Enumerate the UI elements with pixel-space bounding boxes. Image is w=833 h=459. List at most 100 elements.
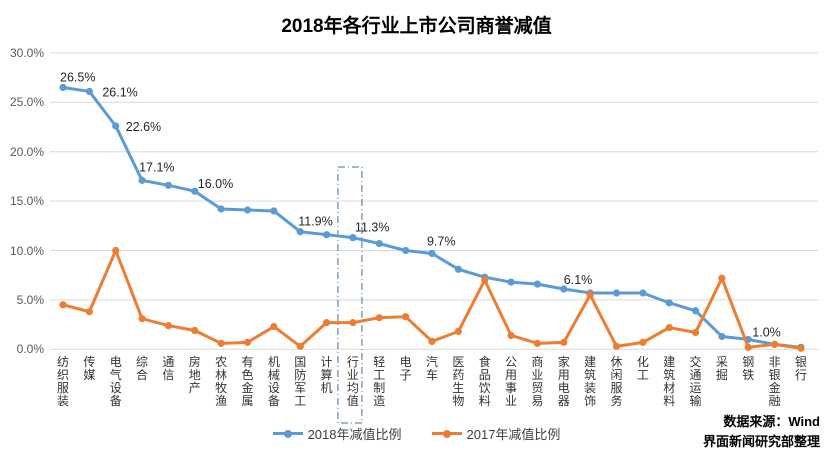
- data-point-marker: [217, 205, 225, 213]
- x-axis-category-label: 电 子: [399, 355, 412, 382]
- x-axis-category-label: 建 筑 材 料: [663, 355, 676, 408]
- data-point-marker: [270, 207, 278, 215]
- legend: 2018年减值比例 2017年减值比例: [0, 424, 833, 443]
- x-axis-category-label: 交 通 运 输: [689, 355, 702, 408]
- data-point-marker: [322, 231, 331, 239]
- data-point-marker: [744, 343, 752, 351]
- data-point-label: 26.5%: [60, 70, 95, 84]
- x-axis-category-label: 食 品 饮 料: [478, 355, 491, 408]
- x-axis-category-label: 非 银 金 融: [768, 355, 781, 408]
- data-point-marker: [217, 339, 225, 347]
- data-point-marker: [375, 314, 383, 322]
- data-point-marker: [243, 206, 252, 214]
- data-point-marker: [586, 291, 594, 299]
- legend-item-2018: 2018年减值比例: [272, 424, 402, 443]
- data-point-marker: [270, 322, 278, 331]
- y-axis-tick-label: 0.0%: [16, 342, 44, 357]
- data-point-marker: [507, 331, 515, 340]
- data-point-marker: [507, 278, 515, 286]
- x-axis-category-label: 行 业 均 值: [346, 355, 359, 408]
- data-point-marker: [560, 338, 568, 346]
- data-point-marker: [243, 338, 252, 346]
- x-axis-category-label: 公 用 事 业: [505, 355, 518, 408]
- data-point-marker: [296, 228, 304, 236]
- x-axis-category-label: 建 筑 装 饰: [584, 355, 597, 408]
- data-point-marker: [454, 265, 462, 273]
- data-point-marker: [349, 234, 357, 242]
- x-axis-category-label: 休 闲 服 务: [610, 355, 623, 408]
- data-point-marker: [533, 280, 542, 288]
- data-point-marker: [402, 246, 410, 255]
- x-axis-category-label: 国 防 军 工: [294, 355, 307, 408]
- data-point-marker: [639, 289, 647, 297]
- data-point-marker: [296, 342, 304, 350]
- data-point-marker: [428, 337, 436, 345]
- x-axis-category-label: 农 林 牧 渔: [215, 355, 228, 408]
- x-axis-category-label: 汽 车: [425, 355, 438, 382]
- data-point-marker: [59, 83, 67, 92]
- data-point-marker: [191, 187, 199, 195]
- data-point-marker: [665, 299, 673, 307]
- data-point-label: 22.6%: [126, 120, 161, 134]
- attribution-line: 界面新闻研究部整理: [702, 434, 820, 449]
- data-point-marker: [718, 332, 726, 341]
- y-axis-tick-label: 10.0%: [9, 243, 44, 258]
- data-point-marker: [191, 326, 199, 335]
- data-point-marker: [612, 342, 621, 350]
- legend-line-marker-icon: [272, 427, 303, 440]
- data-point-marker: [691, 307, 700, 315]
- x-axis-category-label: 机 械 设 备: [267, 355, 280, 408]
- data-point-marker: [797, 344, 805, 352]
- legend-item-2017: 2017年减值比例: [431, 424, 561, 443]
- data-point-marker: [112, 246, 120, 255]
- legend-label-2018: 2018年减值比例: [307, 427, 402, 442]
- data-point-marker: [454, 327, 462, 336]
- chart-title: 2018年各行业上市公司商誉减值: [281, 16, 552, 37]
- x-axis-category-label: 银 行: [794, 355, 807, 382]
- data-point-marker: [85, 308, 93, 316]
- x-axis-category-label: 商 业 贸 易: [531, 355, 544, 408]
- data-point-label: 26.1%: [102, 85, 137, 99]
- x-axis-category-label: 通 信: [162, 355, 175, 382]
- data-point-marker: [402, 313, 410, 321]
- data-point-marker: [349, 319, 357, 327]
- data-point-marker: [164, 321, 173, 330]
- data-point-marker: [322, 319, 331, 327]
- data-point-marker: [112, 122, 120, 130]
- data-point-marker: [481, 276, 489, 284]
- x-axis-category-label: 采 掘: [715, 355, 728, 382]
- data-point-marker: [718, 274, 726, 282]
- y-axis-tick-label: 20.0%: [9, 144, 44, 159]
- x-axis-category-label: 传 媒: [83, 355, 96, 382]
- data-point-label: 17.1%: [139, 160, 174, 174]
- data-point-label: 16.0%: [198, 177, 233, 191]
- data-point-marker: [639, 338, 647, 346]
- data-point-marker: [428, 249, 436, 258]
- data-point-marker: [375, 239, 383, 248]
- data-point-marker: [533, 339, 542, 347]
- legend-label-2017: 2017年减值比例: [466, 427, 561, 442]
- x-axis-category-label: 纺 织 服 装: [56, 355, 69, 408]
- source-note: 数据来源：Wind 界面新闻研究部整理: [703, 412, 820, 452]
- data-point-marker: [665, 323, 673, 332]
- x-axis-category-label: 医 药 生 物: [452, 355, 465, 408]
- x-axis-category-label: 电 气 设 备: [109, 355, 122, 408]
- y-axis-tick-label: 25.0%: [9, 95, 44, 110]
- series-line-2018: [61, 85, 803, 349]
- y-axis-tick-label: 15.0%: [9, 194, 44, 209]
- data-point-marker: [771, 340, 779, 348]
- x-axis-category-label: 轻 工 制 造: [373, 355, 386, 408]
- y-axis-tick-label: 5.0%: [16, 292, 44, 307]
- data-point-marker: [85, 87, 93, 96]
- data-point-label: 6.1%: [564, 273, 593, 287]
- x-axis-category-label: 有 色 金 属: [241, 355, 254, 408]
- x-axis-category-label: 房 地 产: [188, 355, 201, 395]
- data-point-label: 11.3%: [355, 221, 390, 235]
- x-axis-category-label: 综 合: [136, 355, 149, 382]
- y-axis-tick-label: 30.0%: [9, 45, 44, 60]
- x-axis-category-label: 钢 铁: [742, 355, 755, 382]
- data-source-line: 数据来源：Wind: [723, 414, 820, 429]
- data-point-label: 1.0%: [752, 325, 781, 339]
